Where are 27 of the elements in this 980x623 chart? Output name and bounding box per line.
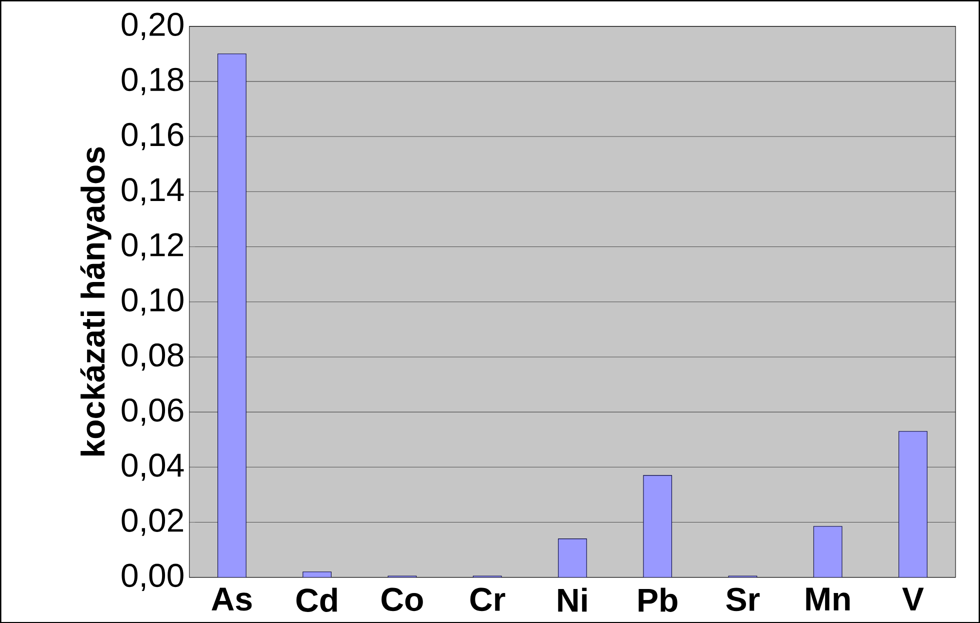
bar	[218, 53, 246, 578]
x-tick-label: V	[902, 588, 924, 610]
y-tick-label: 0,18	[122, 68, 184, 95]
x-tick-label: Mn	[806, 588, 850, 610]
x-tick-label: As	[212, 588, 252, 611]
y-tick-label: 0,06	[122, 398, 184, 426]
bar	[558, 538, 587, 578]
bar	[898, 430, 928, 578]
y-tick-label: 0,12	[122, 232, 184, 260]
x-tick-label: Sr	[726, 588, 760, 611]
bar	[302, 571, 332, 578]
y-axis-title: kockázati hányados	[80, 147, 112, 456]
x-tick-label: Ni	[558, 588, 587, 612]
y-tick-label: 0,04	[122, 453, 184, 481]
y-tick-label: 0,20	[122, 12, 184, 40]
x-tick-label: Cr	[470, 588, 506, 611]
bar	[813, 526, 842, 578]
y-tick-label: 0,02	[122, 508, 184, 536]
y-tick-label: 0,16	[122, 122, 184, 150]
bar	[643, 475, 672, 578]
y-tick-label: 0,10	[122, 288, 184, 316]
x-tick-label: Pb	[638, 588, 678, 612]
x-tick-label: Cd	[296, 588, 337, 612]
y-tick-label: 0,00	[122, 564, 184, 591]
y-tick-label: 0,08	[122, 343, 184, 370]
y-tick-label: 0,14	[122, 178, 184, 206]
x-tick-label: Co	[382, 588, 423, 611]
